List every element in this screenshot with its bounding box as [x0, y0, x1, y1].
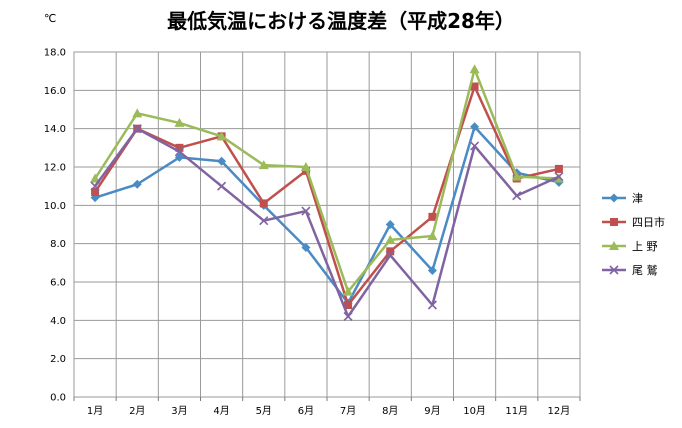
legend-label: 尾 鷲 — [632, 263, 658, 277]
data-point — [386, 247, 395, 256]
legend-swatch-marker — [610, 218, 618, 226]
data-point — [301, 243, 311, 252]
data-point — [132, 124, 142, 134]
y-tick-label: 8.0 — [50, 239, 66, 250]
x-tick-label: 4月 — [213, 405, 229, 417]
series-line — [94, 85, 560, 307]
x-tick-label: 9月 — [424, 405, 440, 417]
series-line — [94, 125, 560, 305]
legend-swatch-marker — [609, 241, 619, 250]
legend-item: 上 野 — [602, 240, 658, 253]
series-3 — [90, 64, 564, 296]
data-point — [175, 143, 184, 152]
data-point — [217, 156, 227, 166]
data-point — [385, 234, 396, 244]
data-point — [258, 160, 269, 170]
y-tick-label: 4.0 — [50, 316, 66, 327]
y-tick-label: 10.0 — [44, 201, 66, 212]
x-tick-label: 2月 — [129, 405, 145, 417]
x-tick-label: 3月 — [171, 405, 187, 417]
legend-label: 上 野 — [632, 240, 658, 253]
data-point — [470, 141, 480, 151]
y-tick-label: 2.0 — [50, 354, 66, 365]
data-point — [301, 206, 311, 216]
data-point — [174, 147, 184, 157]
series-line — [94, 68, 559, 293]
y-axis-unit: ℃ — [44, 12, 56, 25]
legend-label: 四日市 — [632, 215, 665, 229]
x-tick-label: 5月 — [256, 405, 272, 417]
legend-label: 津 — [632, 192, 643, 205]
data-point — [300, 162, 311, 171]
y-tick-label: 12.0 — [44, 163, 66, 174]
y-tick-label: 14.0 — [44, 124, 66, 135]
data-point — [427, 266, 437, 275]
y-tick-label: 0.0 — [50, 393, 66, 404]
data-point — [132, 108, 143, 118]
data-point — [174, 117, 185, 127]
legend-item: 尾 鷲 — [602, 263, 658, 277]
x-tick-label: 12月 — [548, 405, 571, 417]
y-tick-label: 16.0 — [44, 86, 66, 97]
x-tick-label: 7月 — [340, 405, 356, 417]
data-point — [217, 181, 227, 191]
y-tick-label: 6.0 — [50, 278, 66, 289]
series-2 — [91, 82, 563, 309]
data-point — [553, 173, 564, 183]
legend-swatch-marker — [609, 193, 619, 203]
data-point — [554, 164, 563, 173]
data-point — [90, 181, 100, 191]
series-line — [94, 127, 560, 318]
data-point — [344, 301, 353, 309]
data-point — [427, 300, 437, 310]
x-tick-label: 10月 — [463, 405, 486, 417]
data-point — [428, 212, 437, 221]
chart-title: 最低気温における温度差（平成28年） — [167, 9, 515, 33]
x-tick-label: 6月 — [298, 405, 314, 417]
x-tick-label: 1月 — [87, 405, 103, 417]
data-point — [174, 152, 184, 162]
data-point — [343, 286, 354, 296]
series-4 — [90, 124, 564, 322]
data-point — [385, 250, 395, 260]
data-point — [343, 311, 353, 322]
data-point — [554, 172, 564, 182]
legend-item: 津 — [602, 192, 643, 205]
data-point — [511, 171, 522, 181]
data-point — [512, 191, 522, 201]
legend-item: 四日市 — [602, 215, 665, 229]
y-tick-label: 18.0 — [44, 48, 66, 59]
series-group — [90, 64, 564, 322]
x-tick-label: 11月 — [505, 405, 528, 417]
axes: 0.0 2.0 4.0 6.0 8.0 10.0 12.0 14.0 16.0 18.0 1月 2月 3… — [44, 48, 581, 417]
data-point — [90, 173, 101, 183]
data-point — [132, 179, 142, 189]
grid — [73, 51, 581, 398]
data-point — [91, 187, 100, 196]
data-point — [427, 231, 438, 240]
x-tick-label: 8月 — [382, 405, 398, 417]
data-point — [259, 216, 269, 226]
data-point — [470, 122, 480, 132]
data-point — [216, 131, 227, 141]
data-point — [470, 82, 479, 91]
data-point — [385, 220, 395, 229]
legend-swatch-marker — [609, 265, 619, 275]
data-point — [469, 64, 480, 74]
data-point — [259, 199, 268, 208]
